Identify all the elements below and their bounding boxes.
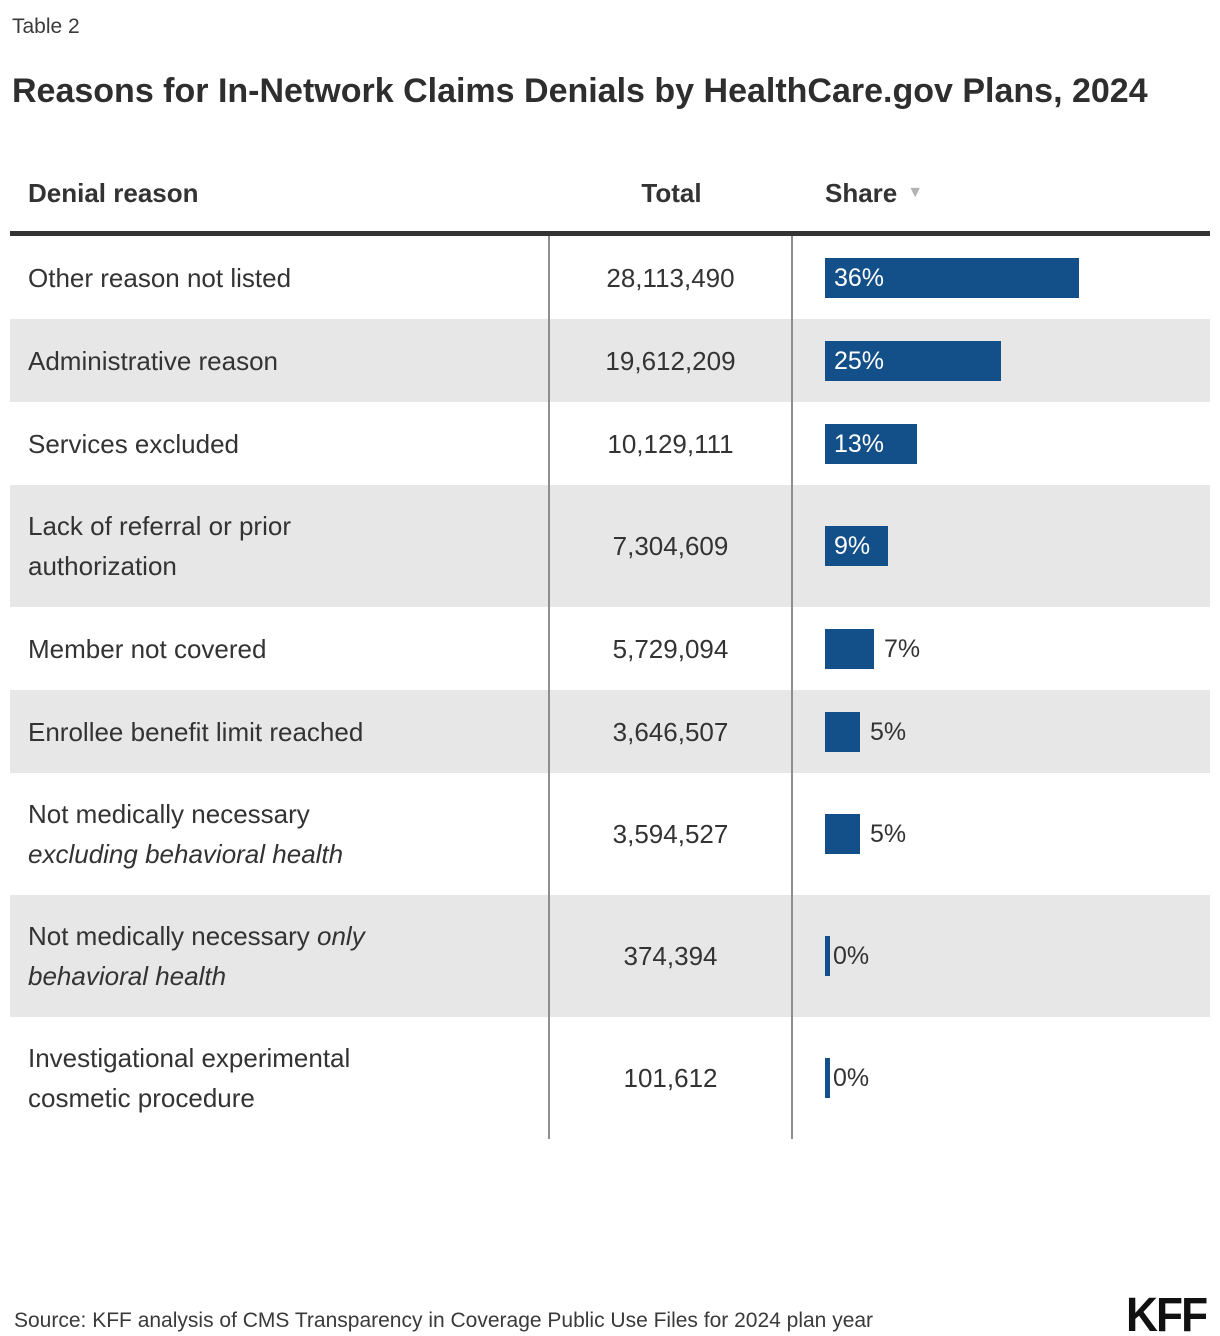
- table-header-row: Denial reason Total Share ▼: [10, 117, 1210, 236]
- share-cell: 36%: [793, 236, 1210, 319]
- source-note: Source: KFF analysis of CMS Transparency…: [14, 1309, 874, 1332]
- table-row: Administrative reason 19,612,209 25%: [10, 319, 1210, 402]
- share-bar: 13%: [825, 423, 917, 464]
- share-bar-label: 0%: [833, 942, 870, 970]
- kff-table-chart: Table 2 Reasons for In-Network Claims De…: [0, 14, 1220, 1336]
- table-row: Member not covered 5,729,094 7%: [10, 607, 1210, 690]
- total-cell: 10,129,111: [550, 402, 793, 485]
- share-cell: 0%: [793, 1017, 1210, 1139]
- share-cell: 25%: [793, 319, 1210, 402]
- share-bar: 25%: [825, 340, 1001, 381]
- share-bar-label: 36%: [834, 263, 885, 292]
- column-header-share-label: Share: [825, 178, 898, 208]
- total-cell: 28,113,490: [550, 236, 793, 319]
- denial-reason-cell: Lack of referral or prior authorization: [10, 485, 550, 607]
- column-header-share[interactable]: Share ▼: [793, 179, 1210, 207]
- total-cell: 101,612: [550, 1017, 793, 1139]
- share-cell: 5%: [793, 773, 1210, 895]
- denial-reason-cell: Investigational experimental cosmetic pro…: [10, 1017, 550, 1139]
- table-row: Investigational experimental cosmetic pro…: [10, 1017, 1210, 1139]
- denial-reason-cell: Member not covered: [10, 607, 550, 690]
- share-bar: [825, 628, 874, 669]
- share-bar-label: 0%: [833, 1064, 870, 1092]
- footer: Source: KFF analysis of CMS Transparency…: [0, 1292, 1220, 1336]
- table-number-label: Table 2: [12, 15, 80, 38]
- table-row: Enrollee benefit limit reached 3,646,507 5…: [10, 690, 1210, 773]
- share-cell: 0%: [793, 895, 1210, 1017]
- share-bar: [825, 814, 860, 854]
- total-cell: 3,594,527: [550, 773, 793, 895]
- table-row: Services excluded 10,129,111 13%: [10, 402, 1210, 485]
- share-bar: [825, 711, 860, 752]
- total-cell: 5,729,094: [550, 607, 793, 690]
- share-bar: [825, 1058, 830, 1098]
- share-cell: 7%: [793, 607, 1210, 690]
- share-bar-label: 13%: [834, 429, 885, 458]
- denial-reason-cell: Not medically necessary excluding behavio…: [10, 773, 550, 895]
- table-body: Other reason not listed 28,113,490 36% Admi…: [10, 236, 1210, 1139]
- denial-reason-cell: Not medically necessary only behavioral h…: [10, 895, 550, 1017]
- page-title: Reasons for In-Network Claims Denials by…: [12, 72, 1148, 110]
- total-cell: 7,304,609: [550, 485, 793, 607]
- table-row: Not medically necessary only behavioral h…: [10, 895, 1210, 1017]
- share-bar-label: 5%: [870, 717, 907, 746]
- denial-reason-cell: Other reason not listed: [10, 236, 550, 319]
- share-cell: 13%: [793, 402, 1210, 485]
- share-cell: 5%: [793, 690, 1210, 773]
- share-bar-label: 9%: [834, 532, 871, 560]
- sort-descending-icon: ▼: [907, 184, 924, 201]
- table-row: Not medically necessary excluding behavio…: [10, 773, 1210, 895]
- total-cell: 374,394: [550, 895, 793, 1017]
- denial-reason-cell: Services excluded: [10, 402, 550, 485]
- total-cell: 19,612,209: [550, 319, 793, 402]
- denial-reason-cell: Administrative reason: [10, 319, 550, 402]
- share-bar: [825, 936, 830, 976]
- column-header-total: Total: [641, 178, 702, 208]
- table-row: Lack of referral or prior authorization 7,…: [10, 485, 1210, 607]
- denial-reason-cell: Enrollee benefit limit reached: [10, 690, 550, 773]
- share-bar: 9%: [825, 526, 888, 566]
- column-header-denial-reason: Denial reason: [28, 178, 199, 208]
- share-bar-label: 7%: [884, 634, 921, 663]
- share-bar: 36%: [825, 257, 1079, 298]
- kff-logo: KFF: [1125, 1289, 1208, 1336]
- total-cell: 3,646,507: [550, 690, 793, 773]
- share-bar-label: 25%: [834, 346, 885, 375]
- table-row: Other reason not listed 28,113,490 36%: [10, 236, 1210, 319]
- share-bar-label: 5%: [870, 820, 907, 848]
- share-cell: 9%: [793, 485, 1210, 607]
